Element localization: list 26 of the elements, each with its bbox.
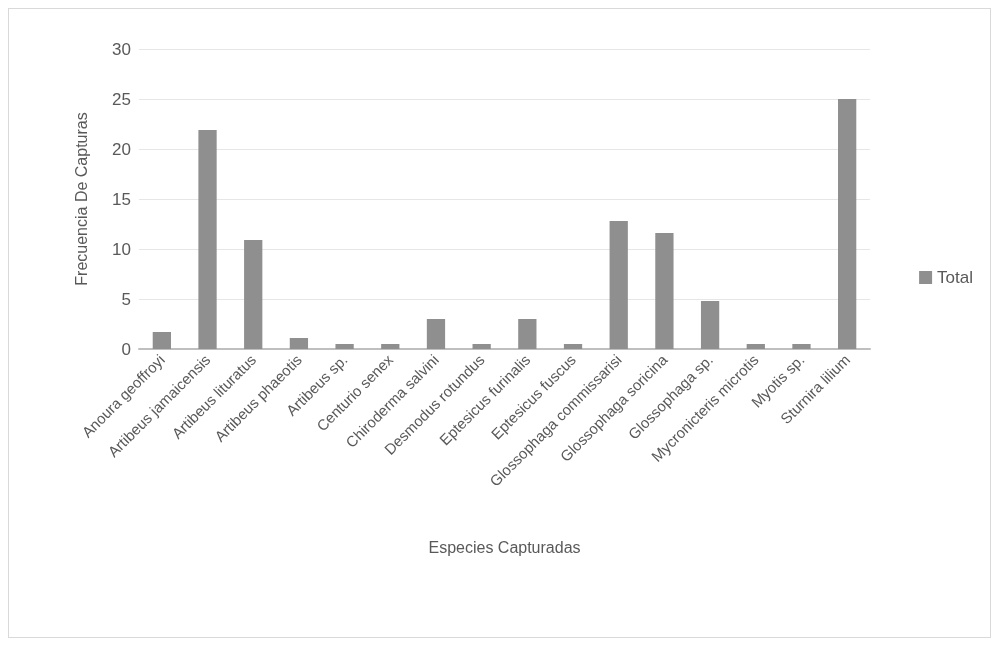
- y-tick-label: 20: [112, 139, 131, 159]
- y-axis-title: Frecuencia De Capturas: [72, 112, 90, 286]
- bar: [746, 344, 765, 349]
- bar: [838, 99, 857, 349]
- bar: [518, 319, 537, 349]
- y-tick-label: 10: [112, 239, 131, 259]
- bar: [335, 344, 354, 349]
- bar: [472, 344, 491, 349]
- y-tick-label: 15: [112, 189, 131, 209]
- y-tick-label: 30: [112, 39, 131, 59]
- bar: [426, 319, 446, 349]
- legend-label: Total: [937, 268, 974, 287]
- bar: [563, 344, 583, 349]
- bar: [152, 332, 171, 349]
- bar: [198, 130, 217, 349]
- bar: [700, 301, 720, 349]
- bar: [655, 233, 674, 349]
- y-tick-label: 5: [121, 289, 131, 309]
- y-tick-label: 0: [121, 339, 131, 359]
- bar: [609, 221, 628, 349]
- bar: [244, 240, 263, 349]
- bar: [289, 338, 309, 349]
- y-tick-label: 25: [112, 89, 131, 109]
- bar: [792, 344, 811, 349]
- bar: [381, 344, 400, 349]
- x-axis-title: Especies Capturadas: [428, 538, 581, 556]
